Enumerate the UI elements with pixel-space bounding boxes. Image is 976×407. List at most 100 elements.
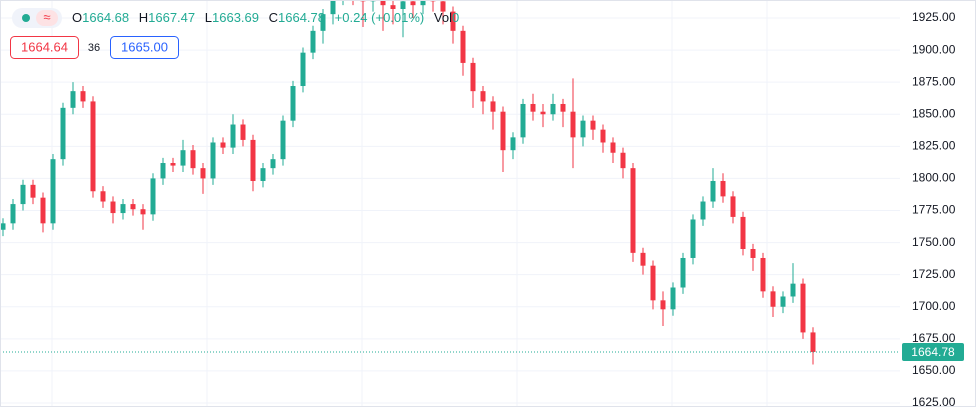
y-tick-label: 1850.00 <box>912 106 956 120</box>
candle-body <box>230 124 236 148</box>
candle-body <box>740 216 746 249</box>
buy-button[interactable] <box>110 36 179 59</box>
candle-body <box>510 137 516 151</box>
high-label: H <box>139 10 148 25</box>
candle-body <box>20 184 26 205</box>
candle-body <box>490 101 496 112</box>
candle-body <box>180 150 186 166</box>
candle-body <box>760 257 766 292</box>
candle-body <box>300 52 306 87</box>
y-tick-label: 1900.00 <box>912 42 956 56</box>
buy-price: 1665.00 <box>121 39 168 54</box>
candle-body <box>310 30 316 53</box>
candle-body <box>130 204 136 210</box>
price-axis: 1625.00 1650.00 1675.00 1700.00 1725.00 1750.… <box>912 10 956 407</box>
y-tick-label: 1925.00 <box>912 10 956 24</box>
candle-body <box>660 300 666 310</box>
candle-body <box>0 223 6 230</box>
candle-body <box>610 142 616 153</box>
candle-body <box>10 204 16 224</box>
wave-icon-bg <box>36 10 58 26</box>
candle-body <box>260 168 266 181</box>
y-tick-label: 1625.00 <box>912 395 956 407</box>
candle-body <box>530 103 536 112</box>
candle-body <box>290 86 296 121</box>
candle-body <box>80 91 86 102</box>
y-tick-label: 1700.00 <box>912 299 956 313</box>
candle-body <box>390 5 396 10</box>
candle-body <box>320 14 326 31</box>
candle-body <box>140 209 146 215</box>
candle-body <box>500 111 506 151</box>
candle-body <box>330 0 336 15</box>
y-tick-label: 1650.00 <box>912 363 956 377</box>
open-label: O <box>72 10 82 25</box>
candle-body <box>630 168 636 253</box>
candle-body <box>780 296 786 307</box>
candle-body <box>710 180 716 202</box>
y-tick-label: 1875.00 <box>912 74 956 88</box>
vol-label: Vol <box>434 10 452 25</box>
candle-body <box>470 62 476 92</box>
high-value: 1667.47 <box>148 10 195 25</box>
low-value: 1663.69 <box>212 10 259 25</box>
y-tick-label: 1800.00 <box>912 171 956 185</box>
close-value: 1664.78 <box>278 10 325 25</box>
candle-body <box>440 1 446 12</box>
candle-body <box>90 101 96 192</box>
candle-body <box>800 283 806 333</box>
candle-body <box>170 163 176 166</box>
candle-body <box>30 184 36 198</box>
last-price-label: 1664.78 <box>911 345 955 359</box>
spread: 36 <box>88 42 100 54</box>
candle-body <box>650 265 656 301</box>
open-value: 1664.68 <box>82 10 129 25</box>
candle-body <box>560 103 566 112</box>
candle-body <box>40 197 46 224</box>
candle-body <box>570 111 576 138</box>
status-dot <box>22 14 30 22</box>
candle-body <box>270 159 276 169</box>
candle-body <box>250 139 256 181</box>
header: ≈ O1664.68 H1667.47 L1663.69 C1664.78 +0… <box>10 8 459 59</box>
candle-body <box>580 120 586 138</box>
candle-body <box>210 142 216 179</box>
candle-body <box>770 291 776 307</box>
candle-body <box>280 120 286 160</box>
candle-body <box>690 219 696 258</box>
close-label: C <box>269 10 278 25</box>
candle-body <box>150 178 156 215</box>
y-tick-label: 1825.00 <box>912 139 956 153</box>
wave-icon: ≈ <box>43 9 50 24</box>
sell-button[interactable] <box>10 36 79 59</box>
vertical-grid <box>51 0 768 407</box>
candle-body <box>410 1 416 6</box>
candle-body <box>190 150 196 169</box>
y-tick-label: 1675.00 <box>912 331 956 345</box>
candle-body <box>680 257 686 288</box>
candle-body <box>60 107 66 160</box>
vol-value: 0 <box>452 10 459 25</box>
candle-body <box>790 283 796 297</box>
candle-body <box>640 252 646 266</box>
candle-body <box>700 201 706 220</box>
candle-body <box>540 111 546 115</box>
change: +0.24 (+0.01%) <box>335 10 425 25</box>
candle-body <box>750 249 756 258</box>
candle-body <box>810 332 816 352</box>
candle-body <box>110 201 116 214</box>
candle-body <box>400 1 406 10</box>
y-tick-label: 1750.00 <box>912 235 956 249</box>
candle-body <box>550 103 556 115</box>
candle-body <box>450 11 456 31</box>
candle-body <box>240 124 246 140</box>
y-tick-label: 1725.00 <box>912 267 956 281</box>
sell-price: 1664.64 <box>21 39 68 54</box>
candle-body <box>590 120 596 130</box>
candle-body <box>730 196 736 217</box>
candle-body <box>200 168 206 179</box>
candle-body <box>50 159 56 224</box>
